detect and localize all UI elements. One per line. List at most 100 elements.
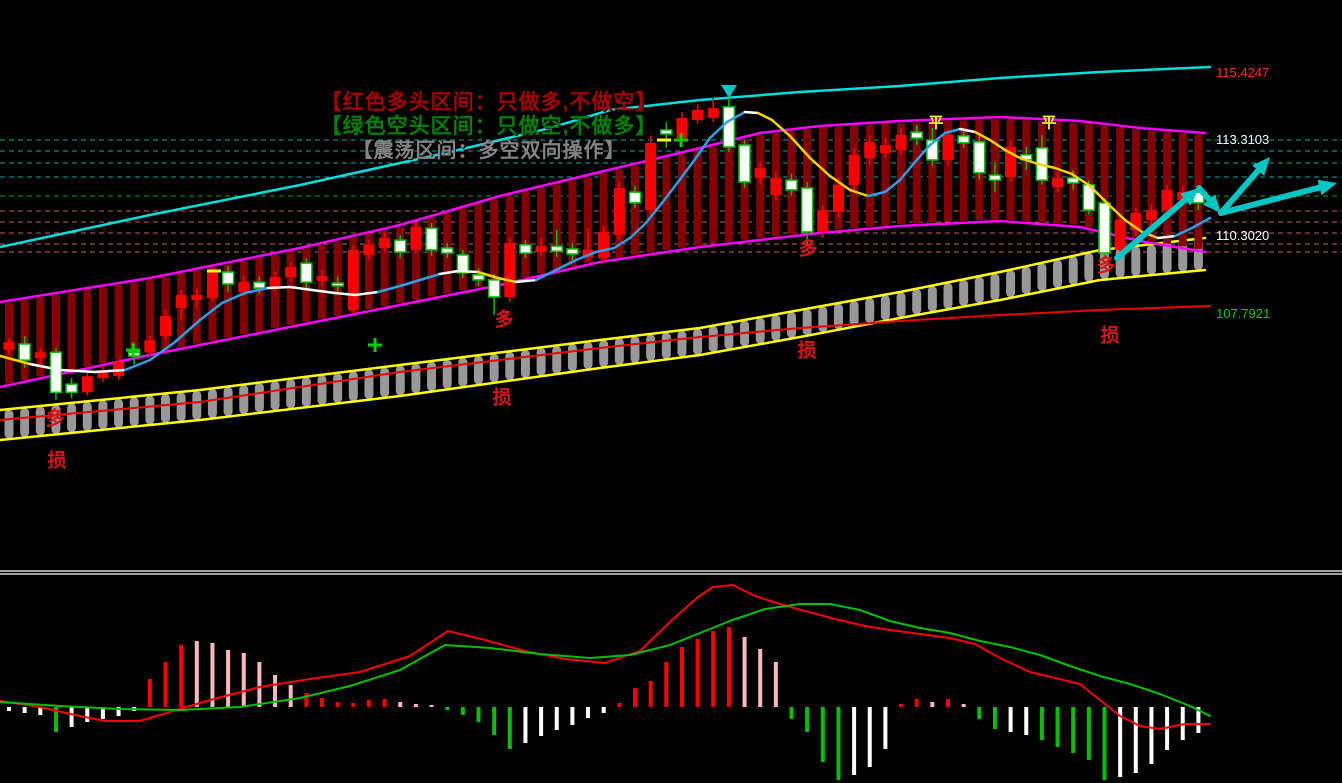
candle-body	[300, 262, 313, 283]
candle-body	[1145, 210, 1157, 220]
candle-body	[879, 145, 891, 153]
candle-body	[864, 141, 876, 159]
forecast-arrow-head	[1203, 194, 1221, 213]
price-label: 107.7921	[1216, 306, 1271, 321]
candle-body	[97, 370, 109, 379]
candle-body	[379, 237, 391, 249]
forecast-arrow-shaft	[1196, 185, 1213, 203]
candle-body	[957, 135, 970, 144]
stop-signal-label: 损	[797, 340, 817, 362]
candle-body	[253, 281, 266, 289]
candle-body	[817, 210, 829, 232]
forecast-arrow-head	[1252, 157, 1270, 176]
entry-plus-marker	[126, 343, 140, 357]
candle-body	[160, 315, 171, 337]
macd-panel	[0, 584, 1211, 780]
forecast-arrows	[1114, 157, 1337, 261]
candle-body	[660, 129, 673, 135]
signal-markers	[126, 85, 737, 357]
candle-body	[316, 276, 328, 281]
flat-signal-label: 平	[1041, 114, 1057, 132]
entry-plus-marker	[674, 133, 688, 147]
annotation-range-zone: 【震荡区间：多空双向操作】	[352, 140, 626, 162]
candle-body	[613, 188, 625, 236]
candle-body	[238, 282, 250, 292]
candle-body	[692, 110, 704, 121]
entry-dash-marker	[657, 138, 671, 142]
flat-signal-label: 平	[928, 114, 944, 132]
candle-body	[754, 168, 766, 178]
forecast-arrow-head	[1317, 179, 1337, 196]
stop-loss-line	[0, 305, 1211, 421]
candle-body	[722, 106, 736, 148]
price-label: 113.3103	[1216, 132, 1270, 147]
forecast-arrow-shaft	[1218, 167, 1262, 216]
candle-body	[628, 191, 642, 204]
fast-ma-line	[0, 110, 1212, 374]
candle-body	[988, 174, 1002, 181]
annotation-green-zone: 【绿色空头区间：只做空,不做多】	[320, 115, 658, 138]
candle-body	[49, 351, 63, 394]
candle-body	[191, 295, 203, 301]
forecast-arrow-head	[1180, 188, 1199, 206]
candle-body	[206, 272, 218, 298]
candle-body	[1066, 177, 1080, 184]
stop-signal-label: 损	[47, 450, 67, 472]
sell-triangle-icon	[721, 85, 737, 98]
candle-body	[832, 184, 844, 213]
candle-body	[1005, 146, 1017, 177]
long-signal-label: 多	[798, 238, 818, 260]
candle-body	[895, 134, 907, 150]
candle-body	[487, 279, 501, 298]
candle-body	[738, 144, 751, 183]
trend-ma-line	[0, 65, 1212, 249]
candle-body	[1052, 177, 1064, 188]
candle-body	[910, 131, 923, 139]
candle-body	[221, 271, 235, 285]
candle-body	[973, 141, 986, 174]
forecast-arrow-shaft	[1218, 184, 1323, 216]
candle-body	[785, 179, 798, 191]
candle-body	[285, 266, 297, 278]
panel-separator	[0, 570, 1342, 575]
candle-body	[566, 248, 579, 255]
candle-body	[18, 343, 31, 361]
candle-body	[1114, 219, 1126, 250]
candle-body	[645, 142, 657, 211]
stop-signal-label: 损	[1100, 325, 1120, 347]
candle-body	[504, 242, 516, 297]
price-label: 110.3020	[1216, 228, 1270, 243]
candle-body	[676, 117, 688, 139]
candle-body	[269, 277, 281, 289]
forecast-arrow-shaft	[1114, 196, 1189, 261]
stop-signal-label: 损	[492, 387, 512, 409]
candle-body	[65, 383, 78, 394]
candle-body	[34, 352, 46, 359]
candle-body	[800, 187, 814, 233]
candle-body	[550, 245, 563, 252]
candle-body	[363, 244, 375, 255]
candle-body	[81, 376, 93, 393]
long-signal-label: 多	[45, 408, 65, 430]
candle-body	[942, 134, 954, 160]
price-label: 115.4247	[1216, 65, 1270, 80]
candle-body	[331, 282, 344, 287]
candles	[3, 94, 1205, 400]
candle-body	[1098, 202, 1111, 254]
candle-body	[472, 274, 485, 281]
candle-body	[770, 177, 782, 195]
candle-body	[582, 249, 594, 258]
candle-body	[598, 231, 610, 259]
long-signal-label: 多	[494, 309, 514, 331]
candle-body	[707, 108, 719, 118]
candle-body	[3, 342, 15, 351]
annotation-red-zone: 【红色多头区间：只做多,不做空】	[320, 91, 658, 114]
candle-body	[144, 340, 156, 353]
candle-body	[456, 254, 470, 274]
candle-body	[848, 154, 860, 185]
entry-dash-marker	[207, 269, 221, 273]
candle-body	[425, 227, 438, 251]
candle-body	[519, 244, 532, 254]
